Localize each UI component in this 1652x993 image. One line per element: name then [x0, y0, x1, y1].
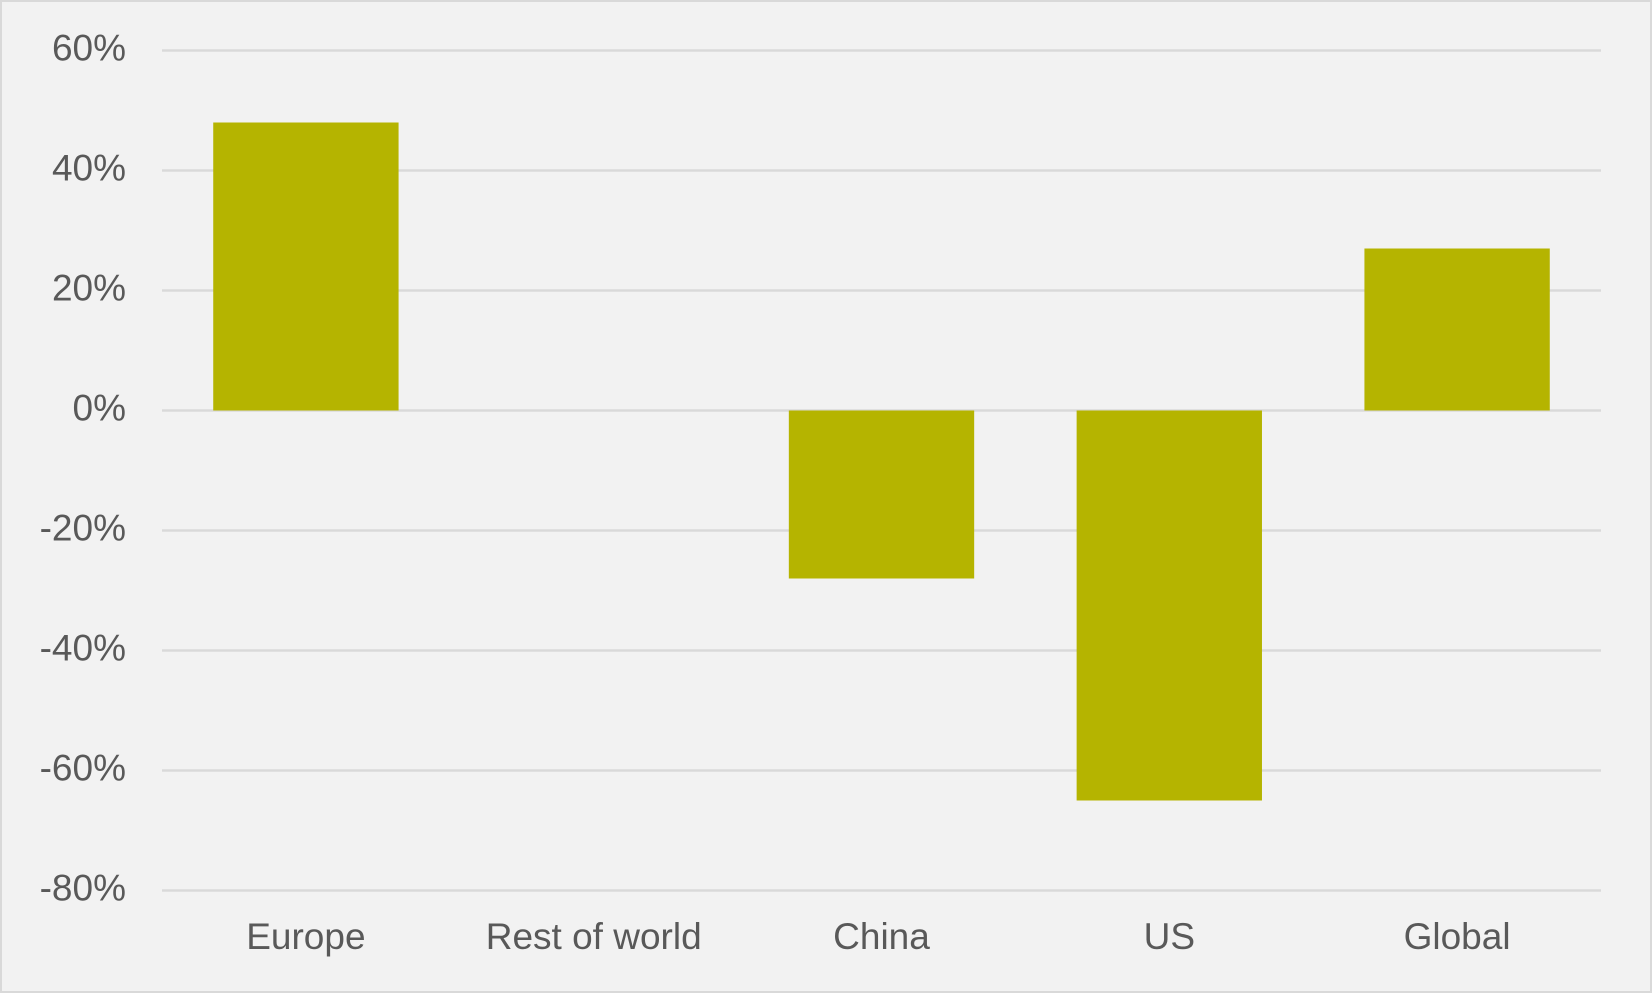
bar — [213, 122, 399, 411]
y-tick-label: -20% — [40, 507, 126, 548]
x-tick-label: Rest of world — [486, 916, 702, 957]
x-tick-label: Europe — [246, 916, 365, 957]
y-tick-label: 20% — [52, 267, 126, 308]
bar — [1364, 248, 1550, 411]
y-tick-label: 0% — [73, 387, 126, 428]
y-tick-label: -40% — [40, 627, 126, 668]
y-tick-label: -60% — [40, 747, 126, 788]
y-tick-label: 60% — [52, 27, 126, 68]
bar — [788, 410, 975, 579]
x-tick-label: US — [1144, 916, 1195, 957]
bar — [1076, 410, 1262, 801]
y-tick-label: 40% — [52, 147, 126, 188]
x-tick-label: China — [833, 916, 930, 957]
x-tick-label: Global — [1404, 916, 1511, 957]
y-tick-label: -80% — [40, 867, 126, 908]
